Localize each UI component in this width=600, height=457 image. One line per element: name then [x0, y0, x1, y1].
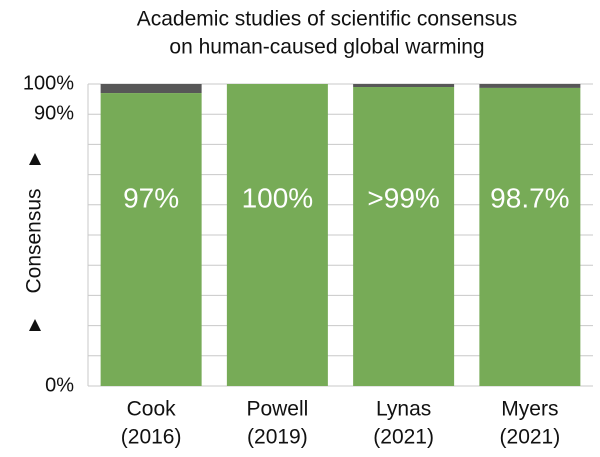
- bar: [353, 87, 455, 387]
- x-tick-label: Lynas: [376, 398, 431, 421]
- x-tick-label: (2021): [500, 426, 561, 449]
- chart-title: Academic studies of scientific consensus: [137, 8, 518, 31]
- x-tick-label: (2021): [373, 426, 434, 449]
- remainder-bar: [479, 84, 581, 88]
- remainder-bar: [100, 84, 202, 94]
- value-label: >99%: [367, 182, 439, 213]
- x-tick-label: Powell: [246, 398, 308, 421]
- x-tick-label: (2019): [247, 426, 308, 449]
- arrow-icon: [29, 153, 41, 165]
- value-label: 100%: [242, 182, 314, 213]
- y-tick-label: 90%: [34, 102, 74, 124]
- chart-title: on human-caused global warming: [169, 36, 484, 59]
- y-tick-label: 0%: [45, 374, 74, 396]
- x-tick-label: Cook: [127, 398, 177, 421]
- x-tick-label: (2016): [121, 426, 182, 449]
- x-tick-label: Myers: [501, 398, 558, 421]
- y-axis-label: Consensus: [23, 188, 46, 293]
- bar: [100, 93, 202, 386]
- arrow-icon: [29, 319, 41, 331]
- y-tick-label: 100%: [23, 72, 74, 94]
- value-label: 97%: [123, 182, 179, 213]
- bar: [226, 84, 328, 386]
- value-label: 98.7%: [490, 182, 569, 213]
- remainder-bar: [353, 84, 455, 88]
- bar: [479, 87, 581, 387]
